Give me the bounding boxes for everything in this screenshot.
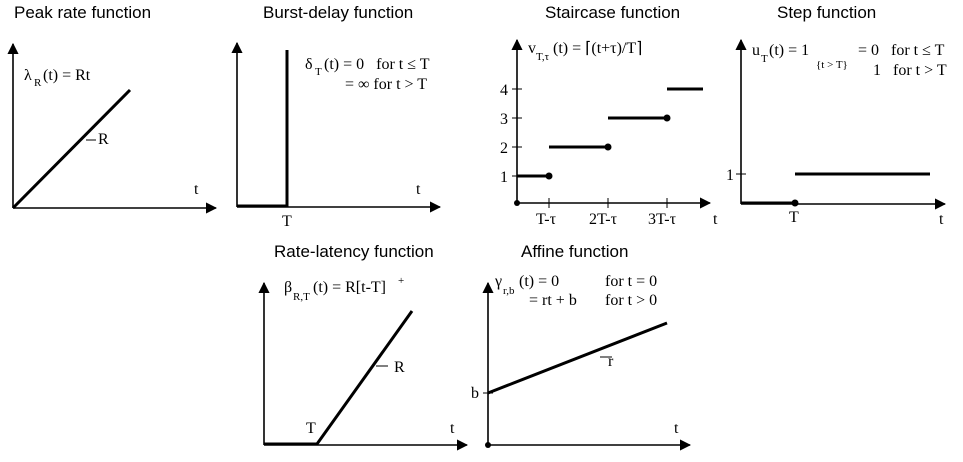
- x-tick-T: T: [789, 209, 799, 226]
- panel-title: Staircase function: [545, 3, 680, 22]
- function-subscript: T,τ: [536, 51, 550, 63]
- endpoint-dot: [791, 199, 799, 207]
- function-symbol: δ: [305, 56, 313, 73]
- function-subscript: T: [315, 66, 322, 78]
- function-curve: [237, 50, 289, 208]
- function-subscript: R: [34, 77, 42, 89]
- x-tick-label-1: T-τ: [536, 211, 557, 228]
- panel-peak-rate: Peak rate function λ R (t) = Rt R t: [7, 3, 218, 214]
- panel-title: Affine function: [521, 242, 628, 261]
- definition-line-1: (t) = 0: [519, 273, 559, 290]
- function-symbol: γ: [494, 273, 502, 290]
- function-definition: (t) = R[t-T]: [313, 279, 386, 296]
- function-symbol: β: [284, 279, 292, 296]
- slope-label: R: [98, 131, 109, 148]
- x-tick-T: T: [282, 213, 292, 230]
- y-tick-label-1: 1: [726, 167, 734, 184]
- function-symbol: λ: [24, 67, 32, 84]
- function-subscript: R,T: [293, 291, 310, 303]
- endpoint-dot: [545, 172, 553, 180]
- condition-line-1: for t = 0: [605, 273, 657, 290]
- panel-burst-delay: Burst-delay function δ T (t) = 0 for t ≤…: [231, 3, 442, 230]
- function-symbol: v: [528, 40, 536, 57]
- x-tick-label-3: 3T-τ: [648, 211, 677, 228]
- axis-label-t: t: [674, 420, 679, 437]
- axis-label-t: t: [194, 181, 199, 198]
- function-curve: [11, 88, 132, 210]
- endpoint-dot: [604, 143, 612, 151]
- panel-rate-latency: Rate-latency function β R,T (t) = R[t-T]…: [258, 242, 469, 451]
- y-tick-label-2: 2: [500, 140, 508, 157]
- slope-label: R: [394, 359, 405, 376]
- axis-label-t: t: [416, 181, 421, 198]
- function-subscript: T: [761, 53, 768, 65]
- panel-affine: Affine function γ r,b (t) = 0 for t = 0 …: [471, 242, 692, 451]
- function-subscript: r,b: [503, 285, 515, 297]
- function-curve: [264, 310, 414, 446]
- panel-title: Burst-delay function: [263, 3, 413, 22]
- y-tick-label-4: 4: [500, 82, 508, 99]
- slope-label: r: [608, 353, 614, 370]
- axis-label-t: t: [939, 211, 944, 228]
- function-curve: [487, 321, 668, 395]
- x-tick-T: T: [306, 420, 316, 437]
- case-line-1: = 0 for t ≤ T: [858, 42, 945, 59]
- function-definition: (t) = ⌈(t+τ)/T⌉: [553, 40, 642, 57]
- panel-title: Step function: [777, 3, 876, 22]
- panel-title: Rate-latency function: [274, 242, 434, 261]
- panel-title: Peak rate function: [14, 3, 151, 22]
- case-line-2: 1 for t > T: [873, 62, 947, 79]
- definition-line-2: = ∞ for t > T: [345, 76, 427, 93]
- function-symbol: u: [752, 42, 760, 59]
- condition-line-2: for t > 0: [605, 292, 657, 309]
- intercept-label: b: [471, 385, 479, 402]
- superscript-plus: +: [398, 275, 404, 287]
- function-definition: (t) = Rt: [43, 67, 91, 84]
- origin-dot: [514, 200, 520, 206]
- y-tick-label-3: 3: [500, 111, 508, 128]
- x-ticks: [548, 198, 668, 208]
- origin-dot: [485, 442, 491, 448]
- x-tick-label-2: 2T-τ: [589, 211, 618, 228]
- y-tick-label-1: 1: [500, 169, 508, 186]
- function-definition: (t) = 1: [769, 42, 809, 59]
- definition-line-1: (t) = 0 for t ≤ T: [324, 56, 430, 73]
- axis-label-t: t: [450, 420, 455, 437]
- axis-label-t: t: [713, 211, 718, 228]
- endpoint-dot: [663, 114, 671, 122]
- definition-line-2: = rt + b: [529, 292, 577, 309]
- panel-step: Step function u T (t) = 1 {t > T} = 0 fo…: [726, 3, 947, 228]
- panel-staircase: Staircase function v T,τ (t) = ⌈(t+τ)/T⌉…: [500, 3, 718, 228]
- indicator-subscript: {t > T}: [816, 59, 848, 71]
